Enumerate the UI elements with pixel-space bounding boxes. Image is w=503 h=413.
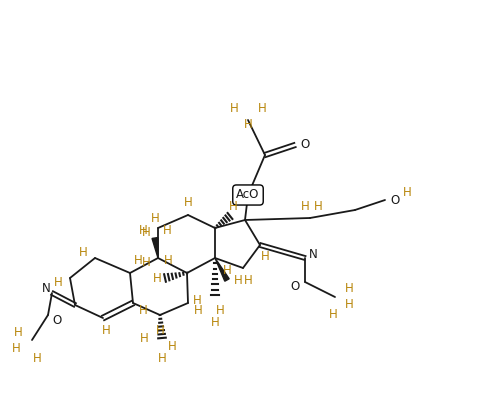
Text: H: H xyxy=(142,226,150,240)
Text: H: H xyxy=(150,211,159,225)
Text: H: H xyxy=(328,309,338,321)
Text: H: H xyxy=(155,323,164,337)
Text: H: H xyxy=(230,102,238,114)
Text: H: H xyxy=(211,316,219,330)
Text: H: H xyxy=(223,263,231,276)
Text: O: O xyxy=(300,138,310,152)
Text: H: H xyxy=(134,254,142,268)
Text: H: H xyxy=(139,304,147,318)
Text: H: H xyxy=(139,223,147,237)
Text: H: H xyxy=(301,199,309,213)
Text: H: H xyxy=(167,339,177,353)
Text: H: H xyxy=(14,325,22,339)
Text: O: O xyxy=(290,280,300,294)
Polygon shape xyxy=(152,237,158,258)
Text: H: H xyxy=(233,273,242,287)
Polygon shape xyxy=(215,258,229,281)
Text: H: H xyxy=(194,304,202,318)
Text: H: H xyxy=(229,200,237,214)
Text: H: H xyxy=(261,251,270,263)
Text: H: H xyxy=(157,351,166,365)
Text: H: H xyxy=(142,256,150,270)
Text: O: O xyxy=(390,194,399,206)
Text: N: N xyxy=(309,247,317,261)
Text: H: H xyxy=(152,271,161,285)
Text: H: H xyxy=(402,185,411,199)
Text: N: N xyxy=(42,282,50,295)
Text: H: H xyxy=(163,254,173,268)
Text: H: H xyxy=(184,197,192,209)
Text: AcO: AcO xyxy=(236,188,260,202)
Text: O: O xyxy=(52,313,62,327)
Text: H: H xyxy=(78,247,88,259)
Text: H: H xyxy=(216,304,224,316)
Text: H: H xyxy=(140,332,148,344)
Text: H: H xyxy=(345,282,354,295)
Text: H: H xyxy=(193,294,201,306)
Text: H: H xyxy=(102,323,110,337)
Text: H: H xyxy=(345,299,354,311)
Text: H: H xyxy=(258,102,267,114)
Text: H: H xyxy=(12,342,21,354)
Text: H: H xyxy=(162,223,172,237)
Text: H: H xyxy=(314,199,322,213)
Text: H: H xyxy=(54,276,62,290)
Text: H: H xyxy=(243,273,253,287)
Text: H: H xyxy=(243,119,253,131)
Text: H: H xyxy=(33,351,41,365)
